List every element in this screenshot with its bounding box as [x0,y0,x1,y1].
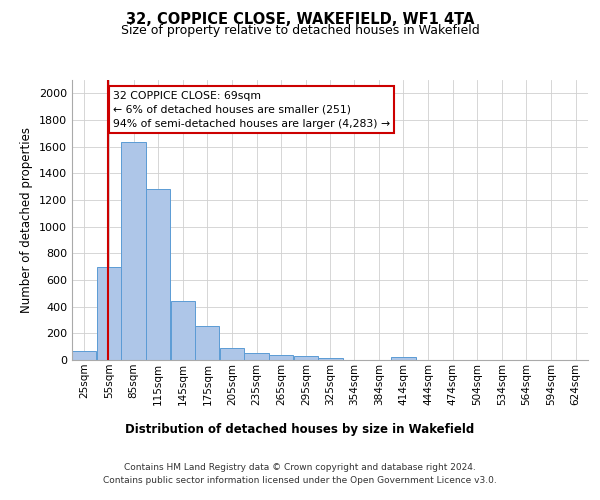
Text: Distribution of detached houses by size in Wakefield: Distribution of detached houses by size … [125,422,475,436]
Bar [269,356,293,360]
Y-axis label: Number of detached properties: Number of detached properties [20,127,34,313]
Bar [170,300,195,360]
Bar [220,348,244,360]
Text: Size of property relative to detached houses in Wakefield: Size of property relative to detached ho… [121,24,479,37]
Bar [121,142,146,360]
Text: 32 COPPICE CLOSE: 69sqm
← 6% of detached houses are smaller (251)
94% of semi-de: 32 COPPICE CLOSE: 69sqm ← 6% of detached… [113,90,390,128]
Bar [97,268,121,360]
Bar [195,326,220,360]
Bar [293,356,318,360]
Bar [319,358,343,360]
Bar [146,188,170,360]
Text: Contains HM Land Registry data © Crown copyright and database right 2024.: Contains HM Land Registry data © Crown c… [124,462,476,471]
Text: 32, COPPICE CLOSE, WAKEFIELD, WF1 4TA: 32, COPPICE CLOSE, WAKEFIELD, WF1 4TA [126,12,474,28]
Bar [244,352,269,360]
Text: Contains public sector information licensed under the Open Government Licence v3: Contains public sector information licen… [103,476,497,485]
Bar [391,358,416,360]
Bar [72,352,97,360]
